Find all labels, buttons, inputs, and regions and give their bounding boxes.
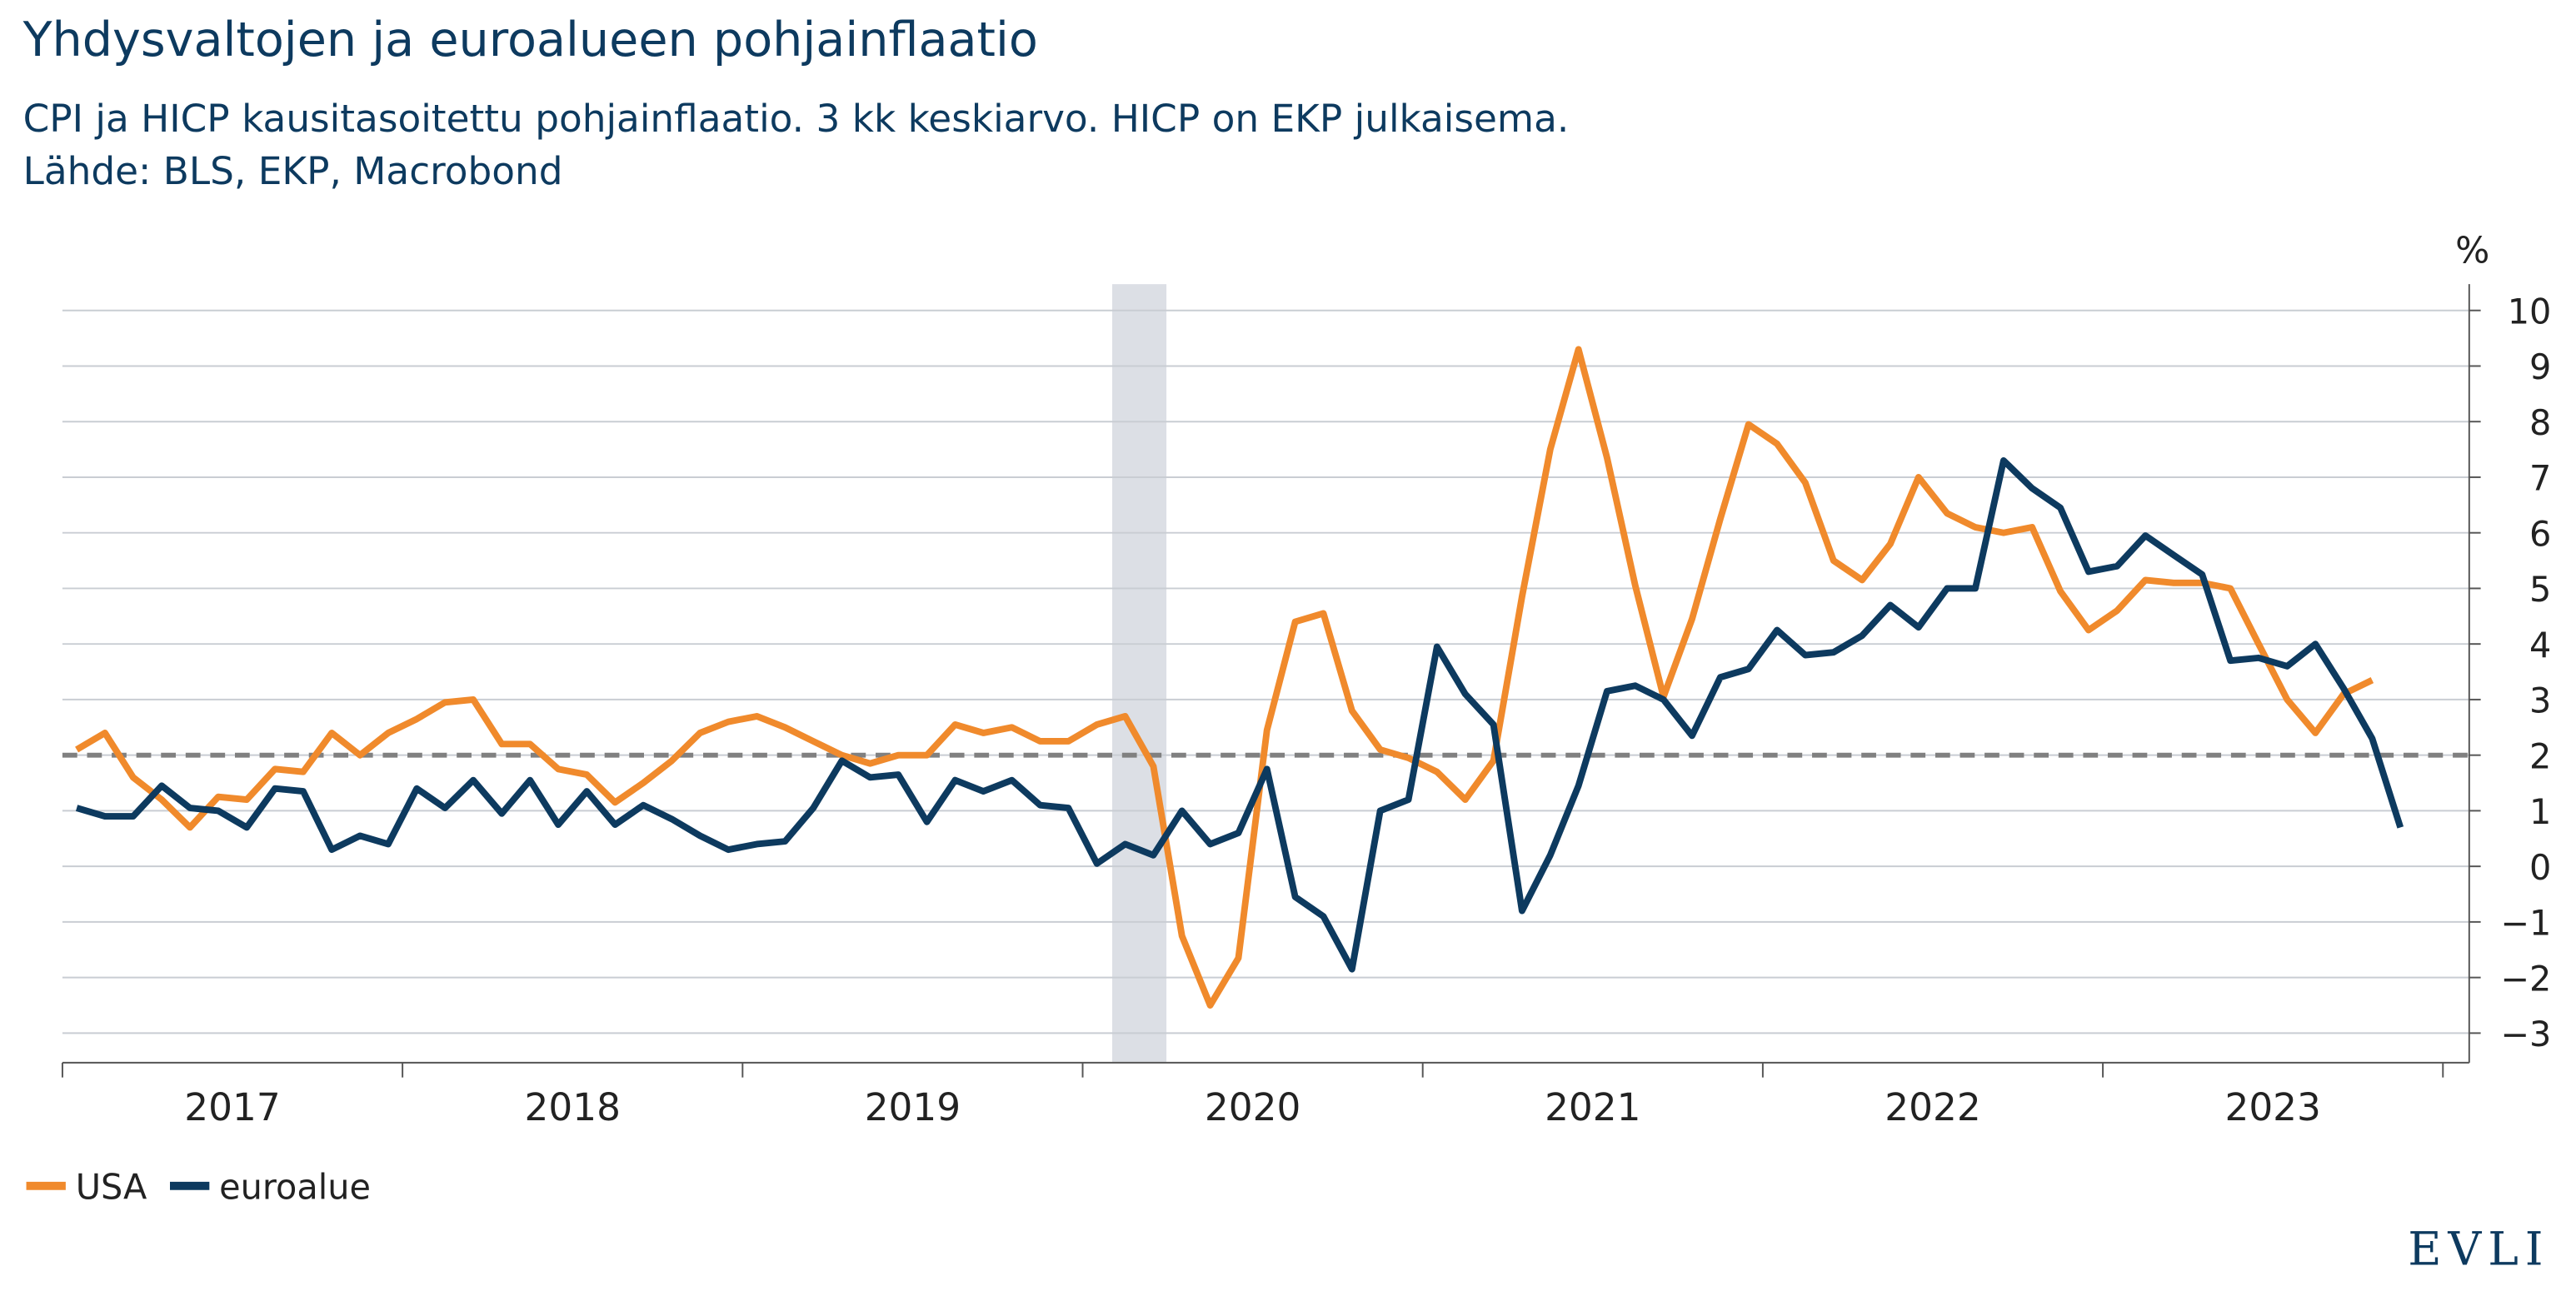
- x-tick-label: 2023: [2224, 1085, 2320, 1129]
- y-tick-label: 10: [2508, 292, 2552, 331]
- y-tick-label: 1: [2529, 792, 2551, 832]
- chart-subtitle: CPI ja HICP kausitasoitettu pohjainflaat…: [23, 97, 1570, 141]
- y-tick-label: 9: [2529, 347, 2551, 387]
- logo: EVLI: [2408, 1223, 2549, 1276]
- y-tick-label: 8: [2529, 403, 2551, 443]
- legend-label: euroalue: [219, 1168, 371, 1208]
- y-tick-label: 4: [2529, 626, 2551, 665]
- x-tick-label: 2019: [865, 1085, 961, 1129]
- x-tick-label: 2018: [525, 1085, 621, 1129]
- data-line: [75, 456, 2404, 973]
- x-tick-label: 2017: [184, 1085, 280, 1129]
- x-tick-label: 2022: [1885, 1085, 1980, 1129]
- x-tick-label: 2020: [1205, 1085, 1300, 1129]
- y-tick-label: 6: [2529, 514, 2551, 554]
- y-tick-label: −2: [2500, 959, 2551, 999]
- legend-label: USA: [76, 1168, 147, 1208]
- y-tick-label: −3: [2500, 1014, 2551, 1054]
- y-tick-label: 2: [2529, 736, 2551, 776]
- y-tick-label: 3: [2529, 681, 2551, 721]
- x-tick-label: 2021: [1545, 1085, 1640, 1129]
- y-tick-label: 5: [2529, 570, 2551, 610]
- y-tick-label: 7: [2529, 459, 2551, 499]
- source: Lähde: BLS, EKP, Macrobond: [23, 149, 563, 193]
- y-unit: %: [2455, 231, 2489, 272]
- chart-title: Yhdysvaltojen ja euroalueen pohjainflaat…: [22, 12, 1038, 67]
- data-line: [75, 346, 2374, 1009]
- shaded-period: [1112, 284, 1167, 1063]
- y-tick-label: 0: [2529, 848, 2551, 888]
- y-tick-label: −1: [2500, 904, 2551, 944]
